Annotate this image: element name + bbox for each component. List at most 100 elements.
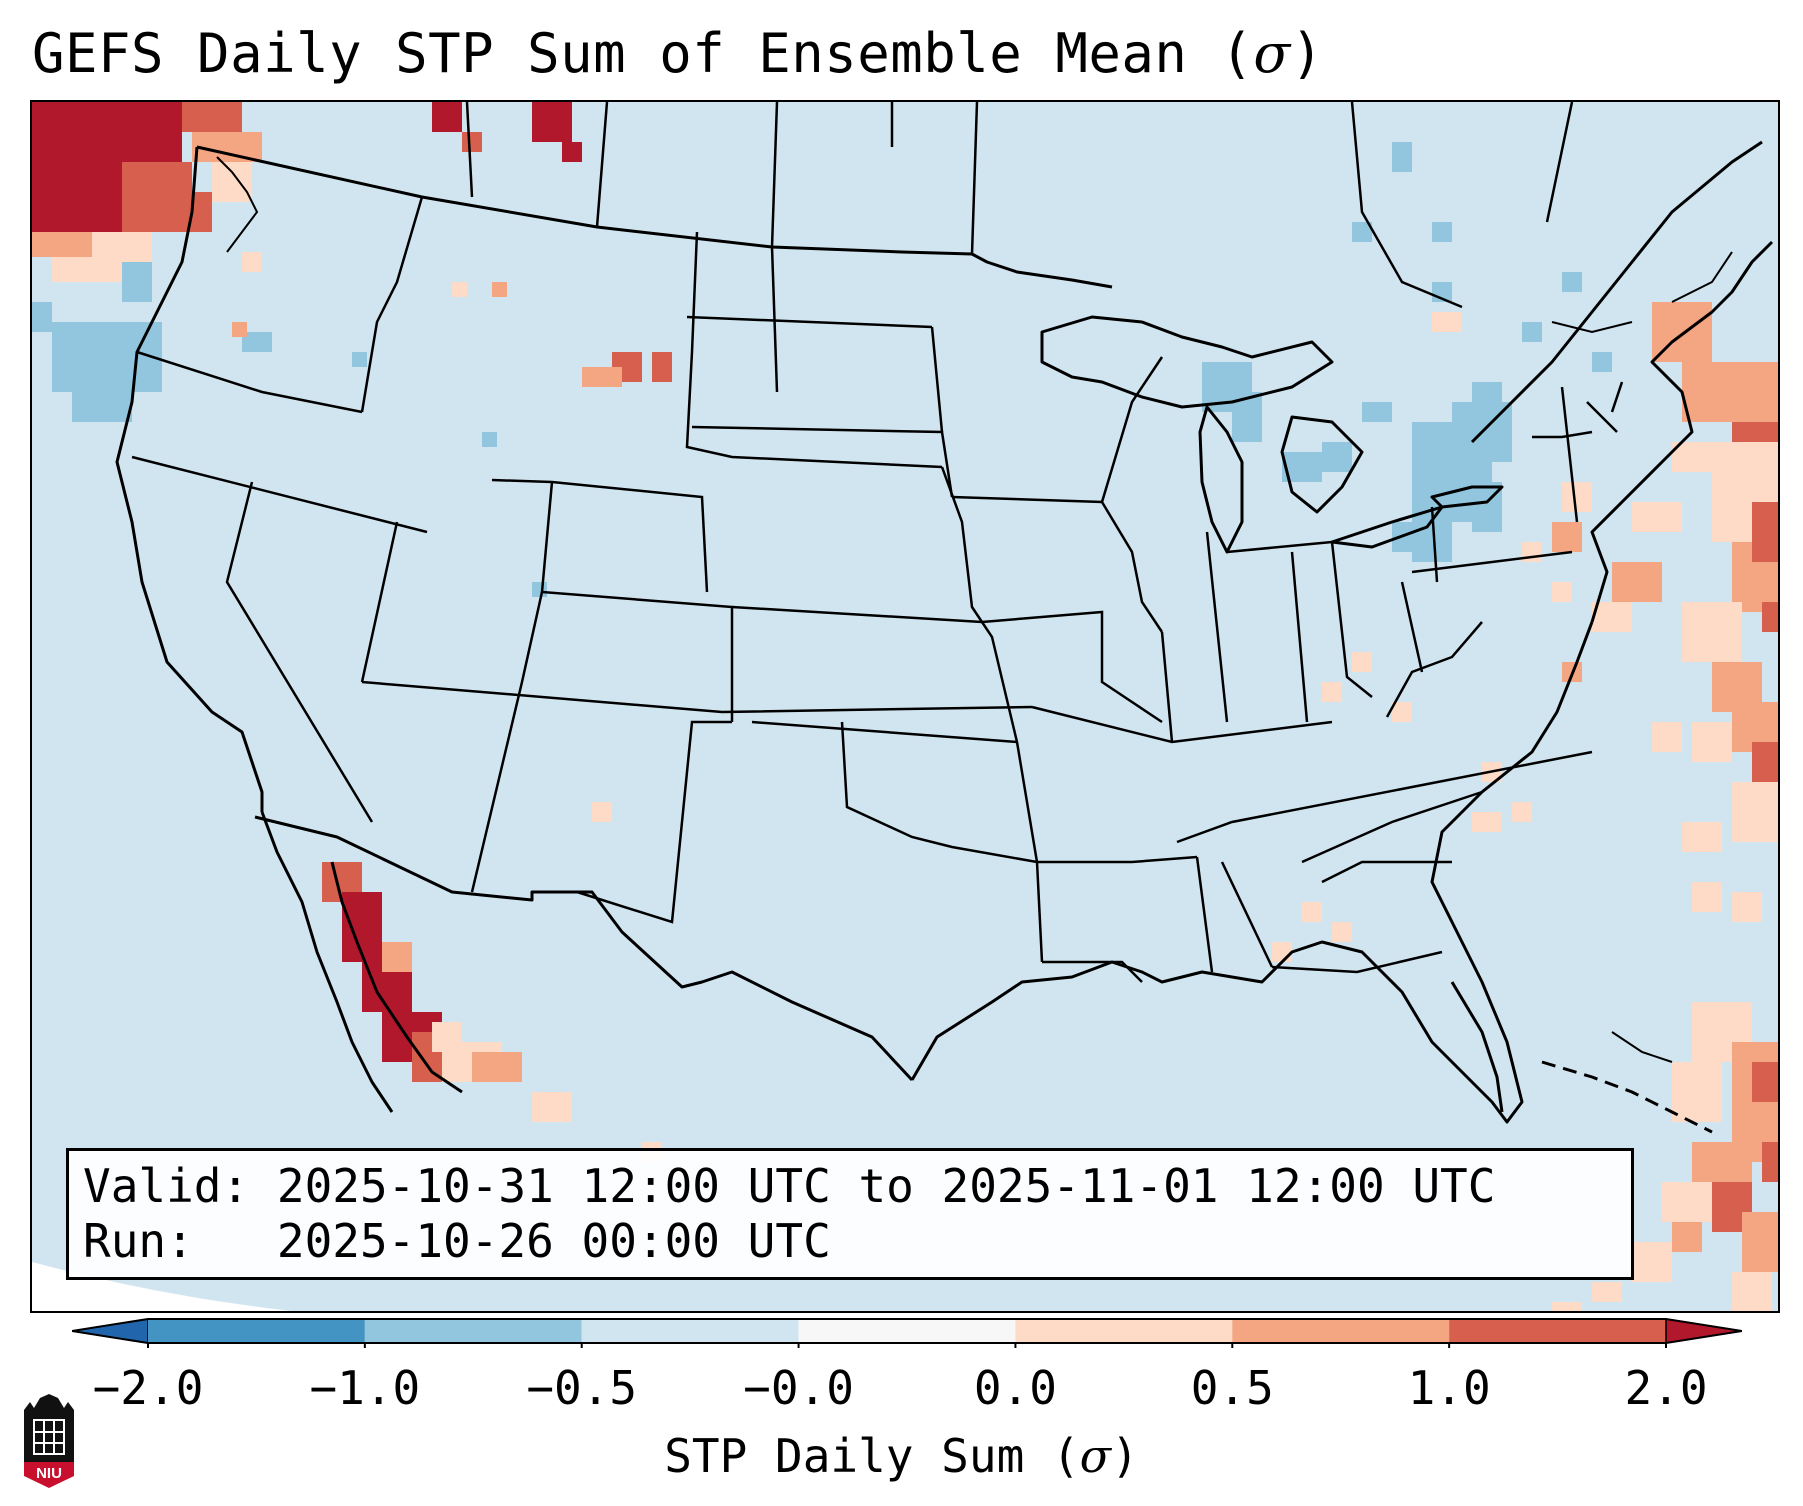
colorbar-tick-label: −1.0 <box>309 1361 421 1415</box>
anomaly-cell <box>1682 602 1742 662</box>
anomaly-cell <box>72 392 132 422</box>
projection-edge <box>32 1262 292 1311</box>
anomaly-cell <box>1692 722 1732 762</box>
anomaly-cell <box>1562 482 1592 512</box>
state-borders <box>131 102 1624 983</box>
colorbar-segment <box>148 1319 365 1343</box>
borders <box>115 140 1774 1134</box>
anomaly-cell <box>182 102 242 132</box>
niu-logo: NIU <box>24 1394 74 1488</box>
anomaly-cell <box>1632 502 1682 532</box>
valid-line: Valid: 2025-10-31 12:00 UTC to 2025-11-0… <box>83 1159 1496 1213</box>
anomaly-cell <box>652 352 672 382</box>
anomaly-cell <box>1592 352 1612 372</box>
anomaly-cell <box>1752 742 1778 782</box>
anomaly-cell <box>1522 322 1542 342</box>
east-coast <box>1590 240 1774 623</box>
anomaly-cell <box>472 1052 522 1082</box>
anomaly-cell <box>1682 362 1778 422</box>
anomaly-cell <box>532 582 547 597</box>
canada-us-border <box>196 145 1113 289</box>
anomaly-cell <box>562 142 582 162</box>
colorbar-label: STP Daily Sum (σ) <box>664 1429 1139 1483</box>
anomaly-cell <box>342 892 382 962</box>
anomaly-cell <box>212 162 252 202</box>
anomaly-cell <box>1432 222 1452 242</box>
lake-huron <box>1280 415 1364 514</box>
anomaly-cell <box>1352 222 1372 242</box>
run-line: Run: 2025-10-26 00:00 UTC <box>83 1214 831 1268</box>
anomaly-cell <box>432 1022 462 1052</box>
anomaly-cell <box>382 942 412 972</box>
anomaly-cell <box>1762 1142 1778 1182</box>
colorbar-segment <box>581 1319 799 1343</box>
colorbar-segment <box>1015 1319 1233 1343</box>
anomaly-cells <box>32 102 1778 1311</box>
map-panel <box>30 100 1780 1313</box>
colorbar-segment <box>1232 1319 1450 1343</box>
lake-ontario <box>1430 485 1504 509</box>
gulf-coast <box>910 621 1594 1124</box>
lake-erie <box>1330 505 1444 549</box>
anomaly-cell <box>1752 1062 1778 1102</box>
chart-title: GEFS Daily STP Sum of Ensemble Mean (σ) <box>32 22 1324 85</box>
colorbar-tick-label: −0.5 <box>526 1361 638 1415</box>
anomaly-cell <box>1362 402 1392 422</box>
anomaly-cell <box>452 282 467 297</box>
anomaly-cell <box>1672 1222 1702 1252</box>
anomaly-cell <box>532 102 572 142</box>
anomaly-cell <box>1762 602 1778 632</box>
coast-details <box>216 156 1733 1063</box>
anomaly-cell <box>1732 1272 1772 1311</box>
colorbar-tick-label: −2.0 <box>92 1361 204 1415</box>
colorbar-tick-label: 0.5 <box>1190 1361 1274 1415</box>
anomaly-cell <box>1562 272 1582 292</box>
anomaly-cell <box>32 302 52 332</box>
anomaly-cell <box>582 367 622 387</box>
anomaly-cell <box>1592 1282 1622 1302</box>
anomaly-cell <box>1742 1212 1778 1272</box>
baja-coast <box>260 811 394 1113</box>
anomaly-cell <box>1692 1142 1752 1182</box>
anomaly-cell <box>1682 822 1722 852</box>
west-coast <box>115 146 264 812</box>
anomaly-cell <box>1392 702 1412 722</box>
anomaly-cell <box>152 192 212 232</box>
anomaly-cell <box>1432 312 1462 332</box>
anomaly-cell <box>1322 442 1352 472</box>
gulf-of-california <box>330 861 463 1094</box>
anomaly-cell <box>1472 812 1502 832</box>
anomaly-cell <box>462 132 482 152</box>
anomaly-cell <box>1512 802 1532 822</box>
anomaly-cell <box>1302 902 1322 922</box>
anomaly-cell <box>242 332 272 352</box>
anomaly-cell <box>1272 942 1292 962</box>
lake-superior <box>1040 315 1334 409</box>
anomaly-cell <box>1732 892 1762 922</box>
mexico-border <box>254 815 914 1082</box>
anomaly-cell <box>52 322 162 392</box>
anomaly-cell <box>122 262 152 302</box>
anomaly-cell <box>1592 602 1632 632</box>
colorbar-tick-label: 2.0 <box>1624 1361 1708 1415</box>
anomaly-cell <box>1612 562 1662 602</box>
anomaly-cell <box>1552 1302 1582 1311</box>
valid-run-box: Valid: 2025-10-31 12:00 UTC to 2025-11-0… <box>66 1148 1634 1280</box>
cuba <box>1541 1060 1713 1134</box>
anomaly-cell <box>32 192 122 232</box>
colorbar-segment <box>798 1319 1016 1343</box>
colorbar-tick-label: −0.0 <box>743 1361 854 1415</box>
colorbar-segment <box>364 1319 582 1343</box>
anomaly-cell <box>32 232 92 257</box>
anomaly-cell <box>1552 522 1582 552</box>
florida <box>1450 981 1504 1113</box>
colorbar-segment <box>1449 1319 1666 1343</box>
anomaly-cell <box>1672 1062 1722 1122</box>
anomaly-cell <box>1652 722 1682 752</box>
colorbar-tick-label: 1.0 <box>1407 1361 1491 1415</box>
anomaly-cell <box>1732 782 1778 842</box>
anomaly-cell <box>1752 502 1778 562</box>
st-lawrence <box>1470 140 1763 444</box>
anomaly-cell <box>1322 682 1342 702</box>
anomaly-cell <box>492 282 507 297</box>
